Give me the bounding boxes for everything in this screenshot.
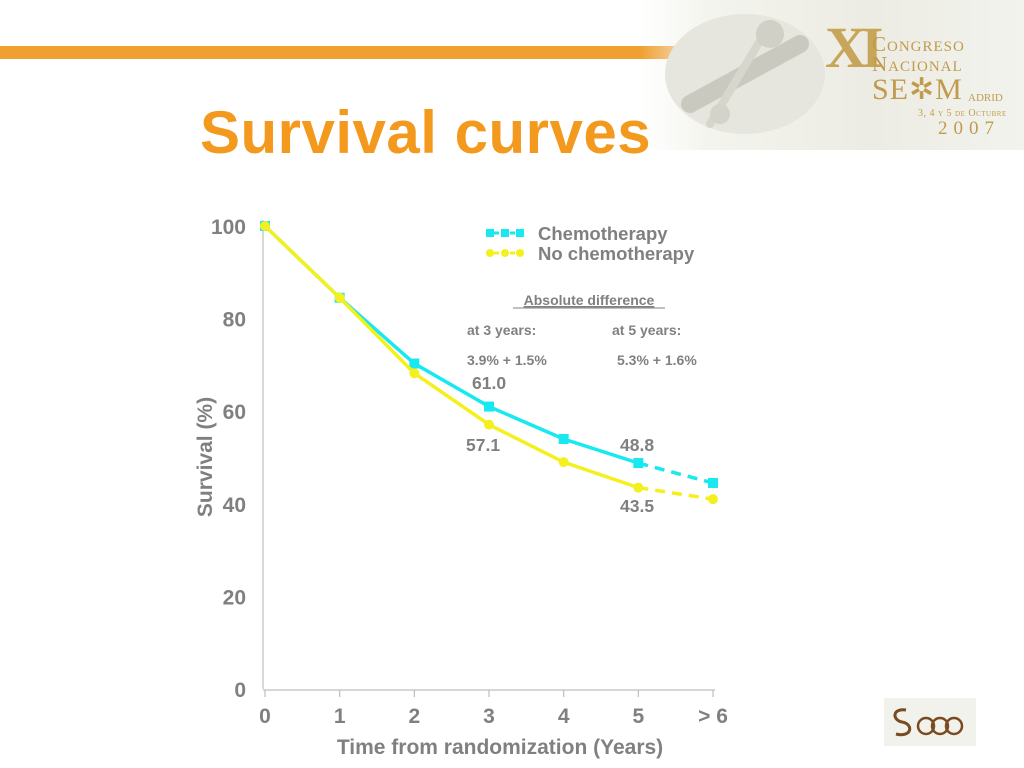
- y-axis-title: Survival (%): [194, 397, 217, 517]
- x-tick-label: 2: [408, 705, 420, 728]
- chart-series: [260, 221, 718, 505]
- data-point-square: [558, 433, 569, 444]
- legend-marker-circle: [501, 249, 509, 257]
- annotation-3yr-value: 3.9% + 1.5%: [467, 352, 547, 368]
- seom-wordmark: SE✲M: [872, 73, 963, 106]
- legend-marker-square: [516, 229, 524, 237]
- congress-roman-numeral: XI: [825, 15, 884, 80]
- legend-label: No chemotherapy: [538, 243, 695, 264]
- data-label: 43.5: [620, 496, 654, 516]
- data-point-circle: [708, 494, 718, 505]
- x-tick-label: 4: [558, 705, 570, 728]
- data-point-circle: [260, 221, 270, 231]
- data-point-square: [633, 458, 644, 469]
- series-line: [263, 224, 639, 490]
- annotation-5yr-value: 5.3% + 1.6%: [617, 352, 697, 368]
- slide-title: Survival curves: [200, 99, 652, 166]
- congress-line-2: Nacional: [872, 52, 963, 76]
- data-point-circle: [558, 457, 569, 468]
- congress-city: adrid: [968, 89, 1003, 105]
- data-label: 57.1: [466, 435, 500, 455]
- y-tick-label: 100: [211, 216, 246, 239]
- y-tick-label: 0: [234, 679, 246, 702]
- y-tick-label: 40: [223, 494, 246, 517]
- congress-line-1: Congreso: [872, 32, 965, 56]
- data-point-circle: [633, 482, 644, 493]
- x-tick-label: 0: [259, 705, 271, 728]
- y-tick-label: 20: [223, 586, 246, 609]
- chart-labels: 0 20 40 60 80 100 0 1 2 3 4 5 > 6 Time from randomiza…: [194, 216, 728, 759]
- annotation-heading: Absolute difference: [524, 292, 655, 308]
- legend-marker-square: [501, 229, 509, 237]
- legend-marker-circle: [486, 249, 494, 257]
- congress-dates: 3, 4 y 5 de Octubre: [918, 108, 1007, 119]
- data-point-circle: [409, 368, 420, 379]
- data-label: 61.0: [472, 373, 506, 393]
- x-tick-label: > 6: [698, 705, 728, 728]
- series-extrapolation-line: [638, 485, 714, 501]
- congress-year: 2007: [938, 118, 1000, 139]
- data-point-square: [484, 401, 494, 412]
- microscope-illustration: [665, 14, 825, 134]
- y-tick-label: 80: [223, 309, 246, 332]
- x-axis-title: Time from randomization (Years): [337, 736, 663, 759]
- legend-marker-square: [486, 229, 494, 237]
- y-tick-label: 60: [223, 401, 246, 424]
- x-tick-label: 3: [483, 705, 495, 728]
- data-point-square: [708, 477, 718, 488]
- data-point-square: [409, 358, 420, 369]
- header-accent-bar: [0, 46, 820, 59]
- seom-logo: [884, 698, 976, 746]
- legend-marker-circle: [516, 249, 524, 257]
- x-tick-label: 5: [632, 705, 644, 728]
- annotation-3yr-label: at 3 years:: [467, 322, 536, 338]
- x-tick-label: 1: [334, 705, 346, 728]
- data-point-circle: [334, 292, 345, 303]
- data-label: 48.8: [620, 435, 654, 455]
- chart-axes: [262, 220, 715, 697]
- seom-logo-icon: [893, 708, 964, 737]
- series-extrapolation-line: [637, 461, 714, 485]
- annotation-5yr-label: at 5 years:: [612, 322, 681, 338]
- data-point-circle: [484, 419, 494, 430]
- legend-label: Chemotherapy: [538, 223, 668, 244]
